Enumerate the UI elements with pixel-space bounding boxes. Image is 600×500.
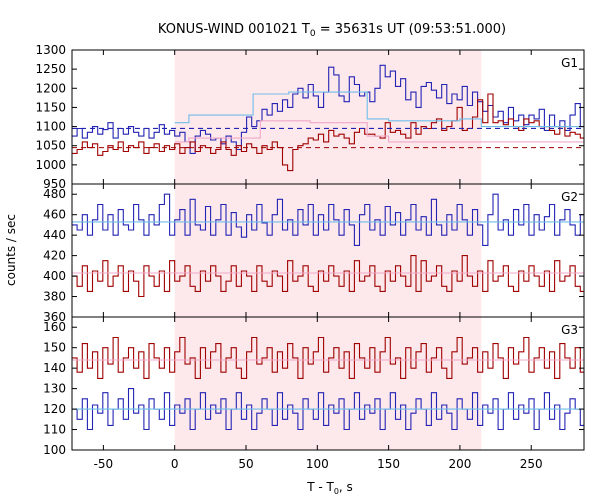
series-red-step	[72, 255, 584, 298]
series-red-step	[72, 336, 584, 379]
y-tick-label: 440	[43, 228, 66, 242]
y-tick-label: 120	[43, 402, 66, 416]
highlight-band	[174, 50, 482, 184]
y-tick-label: 160	[43, 320, 66, 334]
y-axis-label: counts / sec	[4, 214, 18, 286]
y-tick-label: 460	[43, 208, 66, 222]
x-tick-label: 0	[171, 457, 179, 471]
panel-plot-area	[72, 64, 584, 172]
series-pink-background	[174, 120, 584, 143]
y-tick-label: 420	[43, 249, 66, 263]
x-tick-label: -50	[94, 457, 114, 471]
y-tick-label: 360	[43, 310, 66, 324]
series-blue-step	[72, 193, 584, 246]
y-tick-label: 1250	[35, 62, 66, 76]
y-tick-label: 1100	[35, 120, 66, 134]
x-axis-label: T - T0, s	[306, 480, 353, 496]
panel-frame	[71, 316, 585, 451]
y-tick-label: 1150	[35, 100, 66, 114]
panel-label: G2	[561, 190, 578, 204]
series-lightblue-background	[174, 91, 584, 128]
y-tick-label: 1050	[35, 139, 66, 153]
panels-group: 9501000105011001150120012501300G13603804…	[35, 43, 585, 471]
y-tick-label: 150	[43, 341, 66, 355]
y-tick-label: 480	[43, 187, 66, 201]
y-tick-label: 1200	[35, 81, 66, 95]
x-tick-label: 50	[238, 457, 253, 471]
panel-plot-area	[72, 336, 584, 431]
panel-g2: 360 380 400 420 440 460 480 G2	[43, 183, 585, 324]
y-tick-label: 100	[43, 443, 66, 457]
panel-g1: 950 1000 1050 1100 1150 1200 1250 1300 G1	[35, 43, 585, 191]
y-tick-label: 1300	[35, 43, 66, 57]
x-tick-label: 200	[448, 457, 471, 471]
highlight-band	[174, 317, 482, 450]
y-tick-label: 1000	[35, 158, 66, 172]
panel-label: G1	[561, 56, 578, 70]
x-tick-label: 150	[377, 457, 400, 471]
y-tick-label: 400	[43, 269, 66, 283]
chart-title: KONUS-WIND 001021 T0 = 35631s UT (09:53:…	[158, 22, 506, 39]
series-red-step	[72, 93, 584, 172]
y-tick-label: 950	[43, 177, 66, 191]
y-tick-label: 110	[43, 423, 66, 437]
y-tick-label: 140	[43, 361, 66, 375]
y-tick-label: 380	[43, 290, 66, 304]
panel-label: G3	[561, 323, 578, 337]
x-tick-label: 250	[520, 457, 543, 471]
y-tick-label: 130	[43, 382, 66, 396]
x-tick-label: 100	[306, 457, 329, 471]
panel-g3: 100 110 120 130 140 150 160 G3	[43, 316, 585, 457]
panel-plot-area	[72, 193, 584, 298]
